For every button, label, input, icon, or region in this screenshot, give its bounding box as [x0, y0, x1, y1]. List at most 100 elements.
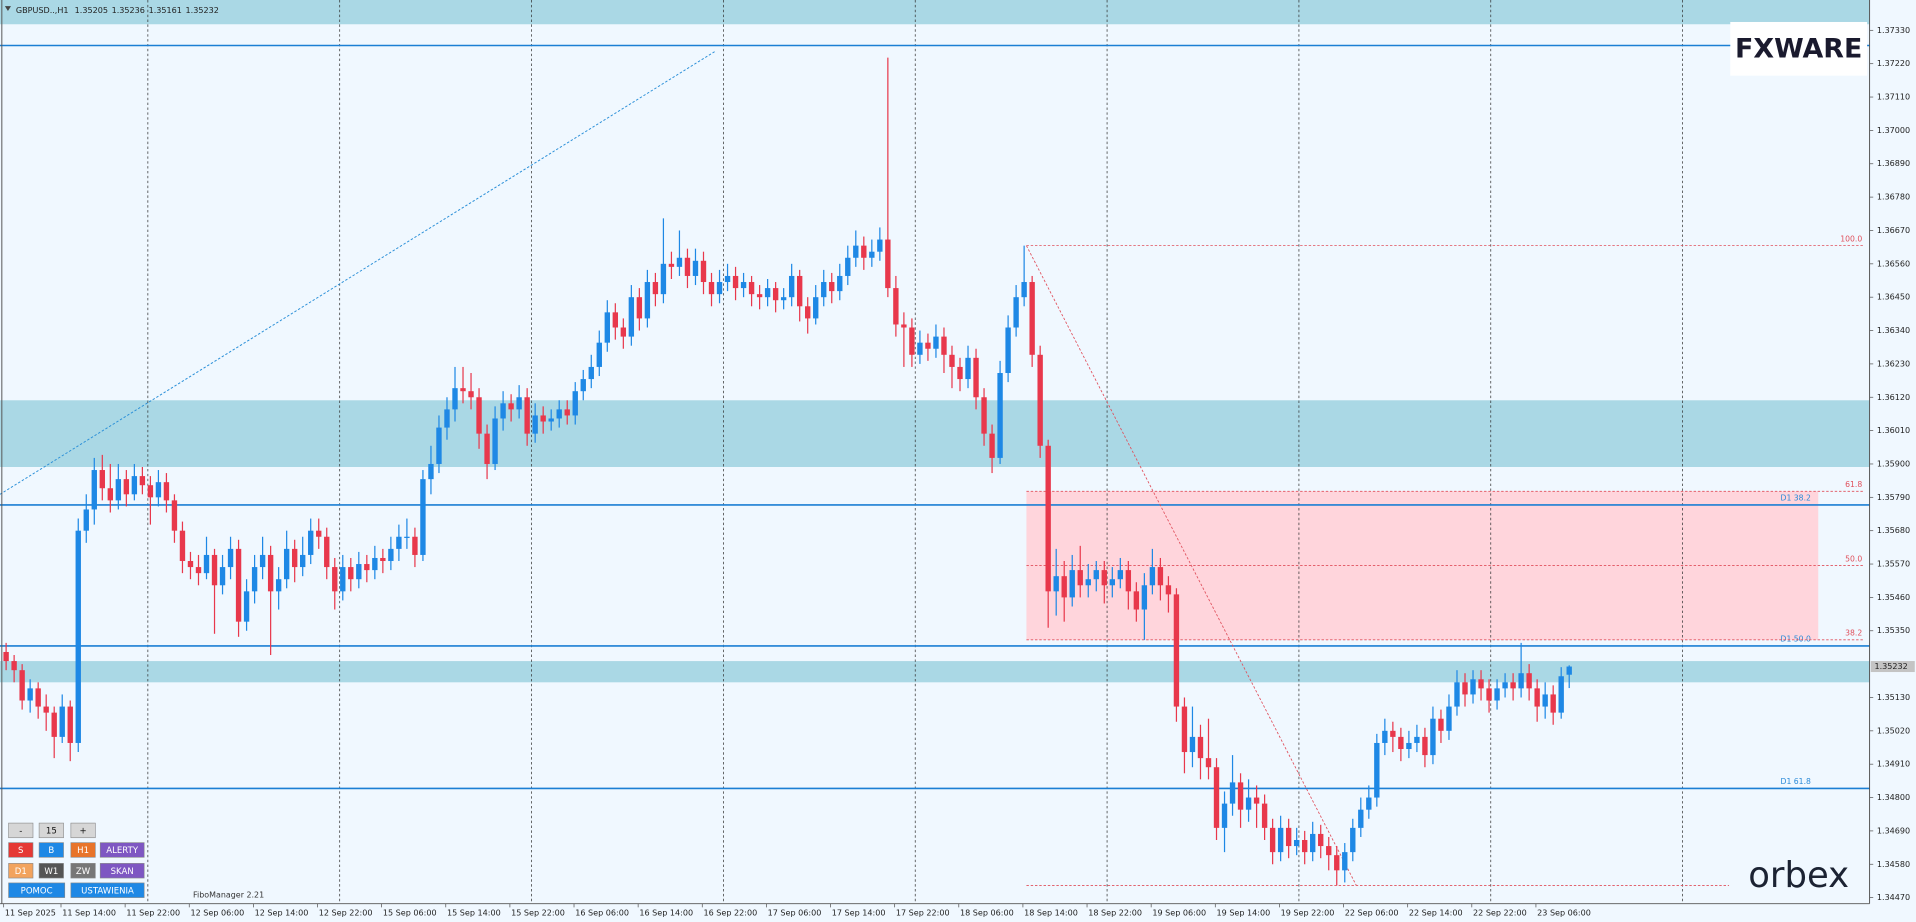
candle-body: [853, 245, 859, 258]
button[interactable]: 15: [38, 822, 64, 839]
candle-body: [732, 275, 739, 289]
button[interactable]: SKAN: [99, 863, 145, 879]
candle-body: [1422, 736, 1428, 756]
button-bg[interactable]: [8, 882, 66, 898]
button-bg[interactable]: [38, 863, 64, 879]
button-label[interactable]: 15: [46, 827, 57, 837]
candle-body: [147, 485, 154, 498]
candle-body: [43, 706, 49, 713]
candle-body: [1061, 576, 1067, 598]
button[interactable]: B: [38, 842, 64, 858]
y-tick-label: 1.36010: [1877, 426, 1910, 435]
candle-body: [163, 482, 170, 501]
candle-body: [845, 257, 851, 276]
candle-body: [235, 548, 242, 622]
button[interactable]: USTAWIENIA: [70, 882, 145, 898]
candle-body: [1269, 827, 1276, 853]
button-label[interactable]: ALERTY: [106, 846, 139, 856]
button-bg[interactable]: [70, 842, 96, 858]
menu-arrow[interactable]: [4, 6, 11, 11]
candle-body: [660, 263, 667, 295]
candle-body: [1526, 673, 1532, 689]
button[interactable]: W1: [38, 863, 64, 879]
x-tick-label: 11 Sep 22:00: [126, 908, 180, 917]
x-tick-label: 18 Sep 22:00: [1088, 908, 1142, 917]
candle-body: [636, 297, 643, 319]
x-tick-label: 11 Sep 14:00: [62, 908, 116, 917]
candle-body: [500, 403, 506, 419]
candle-body: [596, 342, 602, 367]
candle-body: [548, 418, 554, 422]
button-label[interactable]: USTAWIENIA: [81, 886, 134, 896]
button-label[interactable]: -: [19, 827, 22, 837]
button-bg[interactable]: [38, 822, 64, 839]
y-tick-label: 1.35350: [1877, 626, 1910, 635]
candle-body: [1486, 688, 1492, 701]
button-label[interactable]: ZW: [76, 867, 91, 877]
candle-body: [1053, 576, 1059, 592]
button-bg[interactable]: [99, 863, 145, 879]
candle-body: [1005, 327, 1011, 373]
candle-body: [1366, 797, 1372, 810]
button-bg[interactable]: [99, 842, 145, 858]
button[interactable]: H1: [70, 842, 96, 858]
candle-body: [460, 388, 466, 392]
candle-body: [1502, 682, 1508, 689]
y-tick-label: 1.36560: [1877, 259, 1910, 268]
candle-body: [981, 397, 987, 434]
y-tick-label: 1.34470: [1877, 893, 1910, 902]
button-label[interactable]: S: [18, 846, 23, 856]
candle-body: [1406, 742, 1412, 750]
button[interactable]: +: [70, 822, 96, 839]
fxware-logo: FXWARE: [1735, 34, 1862, 65]
candle-body: [283, 548, 290, 580]
x-tick-label: 15 Sep 06:00: [383, 908, 437, 917]
button[interactable]: D1: [8, 863, 34, 879]
fib-label: 100.0: [1840, 234, 1862, 243]
button-bg[interactable]: [70, 822, 96, 839]
candle-body: [155, 482, 162, 498]
candle-body: [396, 536, 402, 549]
candle-body: [1534, 688, 1540, 707]
button-label[interactable]: POMOC: [21, 886, 53, 896]
button-label[interactable]: +: [80, 827, 87, 837]
button-bg[interactable]: [8, 842, 34, 858]
y-tick-label: 1.34580: [1877, 860, 1910, 869]
candle-body: [139, 476, 146, 486]
candle-body: [3, 651, 9, 662]
candle-body: [35, 688, 41, 707]
button[interactable]: ALERTY: [99, 842, 145, 858]
x-tick-label: 22 Sep 06:00: [1345, 908, 1399, 917]
candle-body: [885, 239, 891, 289]
button[interactable]: -: [8, 822, 34, 839]
candle-body: [1318, 833, 1324, 847]
button-label[interactable]: W1: [44, 867, 58, 877]
button-label[interactable]: SKAN: [111, 867, 134, 877]
current-price-box: [1870, 661, 1915, 673]
button-label[interactable]: B: [48, 846, 54, 856]
candle-body: [227, 548, 234, 568]
candle-body: [1213, 767, 1220, 828]
candle-body: [1277, 827, 1284, 853]
y-tick-label: 1.36890: [1877, 159, 1910, 168]
candle-body: [211, 554, 218, 586]
button-bg[interactable]: [70, 863, 96, 879]
candle-body: [492, 418, 498, 464]
button[interactable]: S: [8, 842, 34, 858]
candle-body: [107, 488, 114, 501]
candle-body: [404, 536, 410, 538]
button-bg[interactable]: [8, 863, 34, 879]
candle-body: [259, 554, 266, 568]
button-label[interactable]: D1: [15, 867, 27, 877]
button-label[interactable]: H1: [77, 846, 89, 856]
button-bg[interactable]: [38, 842, 64, 858]
candle-body: [1494, 688, 1500, 701]
button[interactable]: POMOC: [8, 882, 66, 898]
button[interactable]: ZW: [70, 863, 96, 879]
x-tick-label: 18 Sep 06:00: [960, 908, 1014, 917]
candle-body: [644, 282, 651, 319]
y-tick-label: 1.35900: [1877, 459, 1910, 468]
button-bg[interactable]: [8, 822, 34, 839]
button-bg[interactable]: [70, 882, 145, 898]
y-tick-label: 1.37330: [1877, 26, 1910, 35]
